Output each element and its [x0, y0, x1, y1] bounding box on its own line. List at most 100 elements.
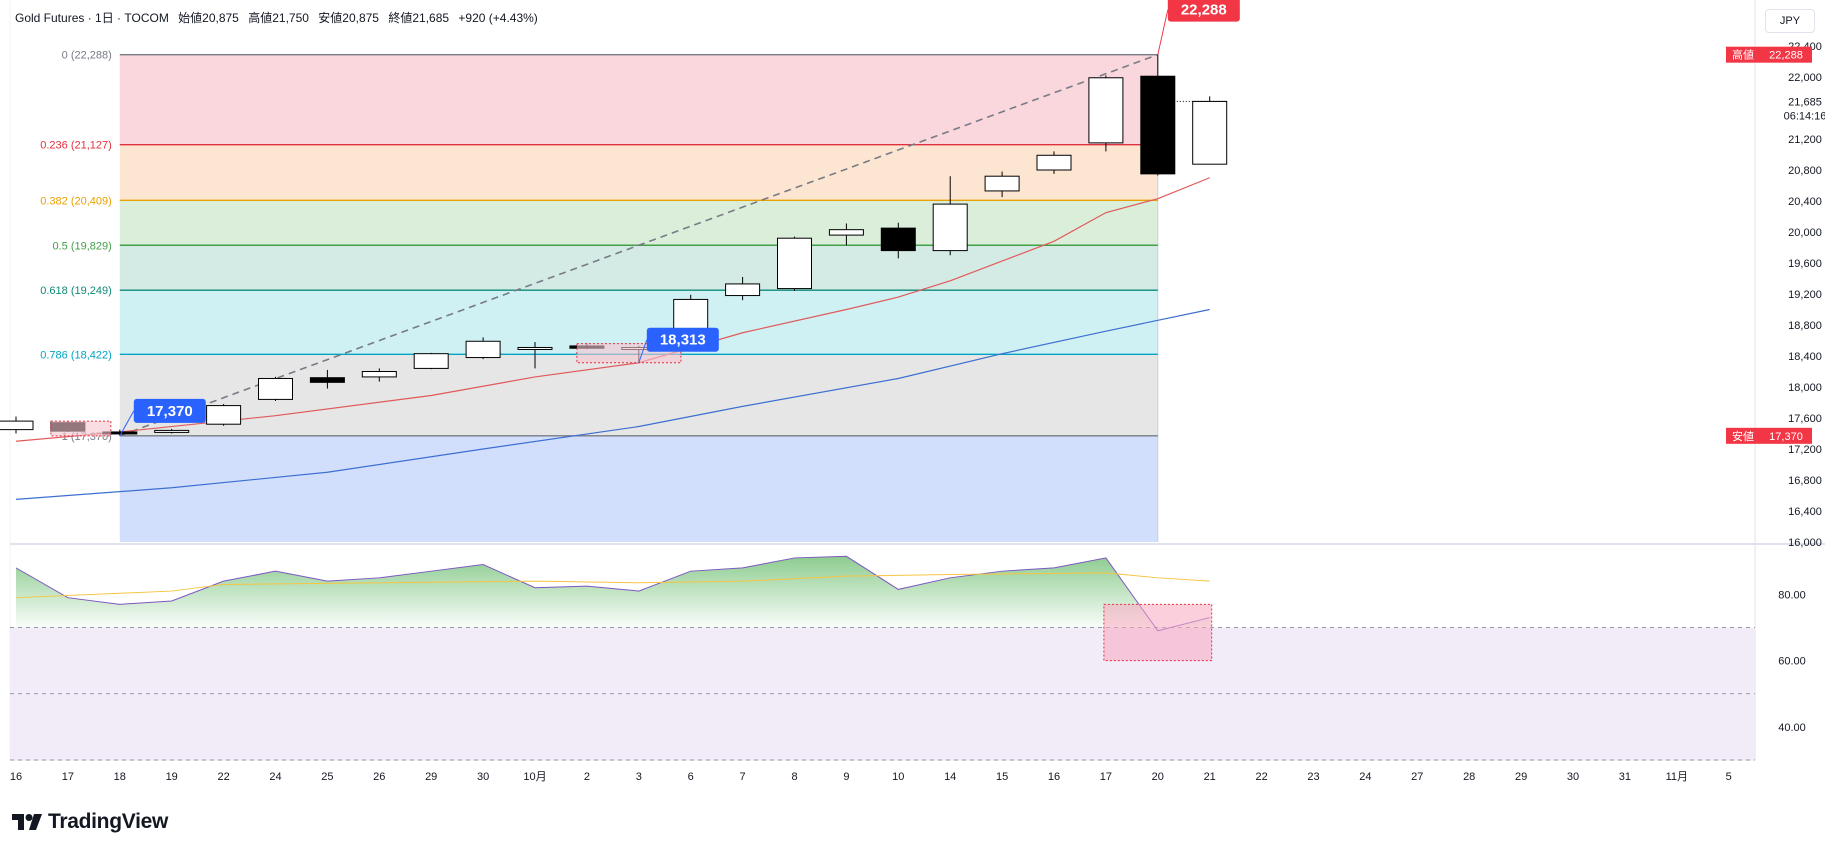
candle — [465, 337, 501, 360]
candle — [1088, 75, 1124, 152]
time-tick-label: 10 — [892, 771, 904, 783]
ma-fast-line — [15, 177, 1210, 442]
fib-label: 0.786 (18,422) — [40, 349, 112, 361]
osc-highlight-box — [1103, 603, 1213, 662]
price-tick-label: 19,200 — [1788, 289, 1822, 301]
time-tick-label: 5 — [1726, 771, 1732, 783]
candle-body — [828, 229, 864, 236]
ohlc-close: 終値21,685 — [388, 11, 450, 25]
candle — [828, 223, 864, 246]
callout-value: 17,370 — [147, 403, 193, 420]
time-tick-label: 23 — [1307, 771, 1319, 783]
time-tick-label: 20 — [1152, 771, 1164, 783]
badge-value: 17,370 — [1769, 431, 1803, 443]
time-tick-label: 29 — [425, 771, 437, 783]
callout-box — [1167, 0, 1240, 22]
osc-tick-label: 80.00 — [1778, 589, 1806, 601]
time-tick-label: 11月 — [1666, 771, 1688, 783]
candle-body — [1036, 154, 1072, 171]
candle-body — [1140, 75, 1176, 175]
fib-zone — [119, 435, 1158, 542]
fib-label: 0.382 (20,409) — [40, 195, 112, 207]
candle — [309, 369, 345, 389]
ohlc-open: 始値20,875 — [178, 11, 239, 25]
fib-trend-line — [119, 53, 1159, 437]
callout-pointer — [1157, 9, 1169, 55]
candle-body — [206, 405, 242, 425]
fib-label: 0 (22,288) — [62, 50, 112, 62]
tradingview-logo[interactable]: TradingView — [12, 810, 168, 834]
fib-label: 0.236 (21,127) — [40, 140, 112, 152]
candle-body — [517, 346, 553, 350]
price-tick-label: 20,400 — [1788, 196, 1822, 208]
badge-label-bg — [1726, 427, 1760, 444]
price-tick-label: 18,000 — [1788, 382, 1822, 394]
candle — [0, 416, 34, 434]
low-price-badge: 安値 17,370 — [1726, 427, 1812, 444]
osc-tick-label: 40.00 — [1778, 722, 1806, 734]
price-tick-label: 18,800 — [1788, 320, 1822, 332]
callout-value: 18,313 — [660, 332, 706, 349]
brand-name: TradingView — [48, 810, 169, 833]
price-tick-label: 20,000 — [1788, 227, 1822, 239]
candle — [413, 352, 449, 370]
candle-body — [361, 371, 397, 378]
time-tick-label: 18 — [114, 771, 126, 783]
callout-pointer — [638, 339, 648, 363]
time-tick-label: 17 — [1100, 771, 1112, 783]
time-tick-label: 27 — [1411, 771, 1423, 783]
candle — [932, 176, 968, 256]
chart-header: Gold Futures · 1日 · TOCOM 始値20,875 高値21,… — [15, 9, 544, 26]
price-tick-label: 16,800 — [1788, 475, 1822, 487]
candle — [777, 236, 812, 291]
candle — [984, 171, 1020, 198]
candle-body — [984, 175, 1020, 192]
price-tick-label: 19,600 — [1788, 258, 1822, 270]
time-tick-label: 14 — [944, 771, 956, 783]
price-callout: 17,370 — [119, 398, 206, 437]
candle-body — [1088, 77, 1124, 144]
callout-box — [133, 398, 206, 423]
candle-body — [932, 203, 968, 252]
time-tick-label: 9 — [843, 771, 849, 783]
price-callout: 22,288 — [1157, 0, 1240, 55]
fib-zone — [119, 200, 1158, 246]
current-price-label: 21,685 — [1788, 96, 1822, 108]
time-tick-label: 15 — [996, 771, 1008, 783]
callout-pointer — [119, 410, 135, 437]
ohlc-high: 高値21,750 — [248, 11, 309, 25]
badge-label: 安値 — [1732, 429, 1754, 443]
candle — [1140, 54, 1176, 176]
candle — [517, 342, 553, 369]
time-tick-label: 3 — [636, 771, 642, 783]
high-price-badge: 高値 22,288 — [1726, 46, 1812, 63]
time-tick-label: 28 — [1463, 771, 1475, 783]
candle-body — [777, 237, 812, 290]
time-tick-label: 21 — [1204, 771, 1216, 783]
fib-label: 0.5 (19,829) — [52, 240, 111, 252]
candle-body — [258, 377, 293, 400]
time-tick-label: 30 — [1567, 771, 1579, 783]
tradingview-icon — [12, 814, 42, 830]
time-tick-label: 19 — [166, 771, 178, 783]
time-tick-label: 30 — [477, 771, 489, 783]
candle — [1192, 96, 1228, 165]
time-tick-label: 25 — [321, 771, 333, 783]
time-tick-label: 24 — [269, 771, 281, 783]
time-tick-label: 31 — [1619, 771, 1631, 783]
currency-button[interactable]: JPY — [1765, 9, 1815, 33]
badge-value-bg — [1760, 427, 1812, 444]
ohlc-change: +920 (+4.43%) — [458, 11, 538, 25]
candle-body — [725, 283, 761, 297]
time-tick-label: 17 — [62, 771, 74, 783]
candle-body — [880, 227, 916, 252]
candle — [361, 368, 397, 382]
time-tick-label: 24 — [1359, 771, 1371, 783]
candle-body — [1192, 100, 1228, 165]
low-highlight-box — [50, 420, 112, 437]
osc-tick-label: 60.00 — [1778, 656, 1806, 668]
time-tick-label: 7 — [740, 771, 746, 783]
osc-signal-line — [15, 572, 1210, 599]
time-tick-label: 8 — [791, 771, 797, 783]
